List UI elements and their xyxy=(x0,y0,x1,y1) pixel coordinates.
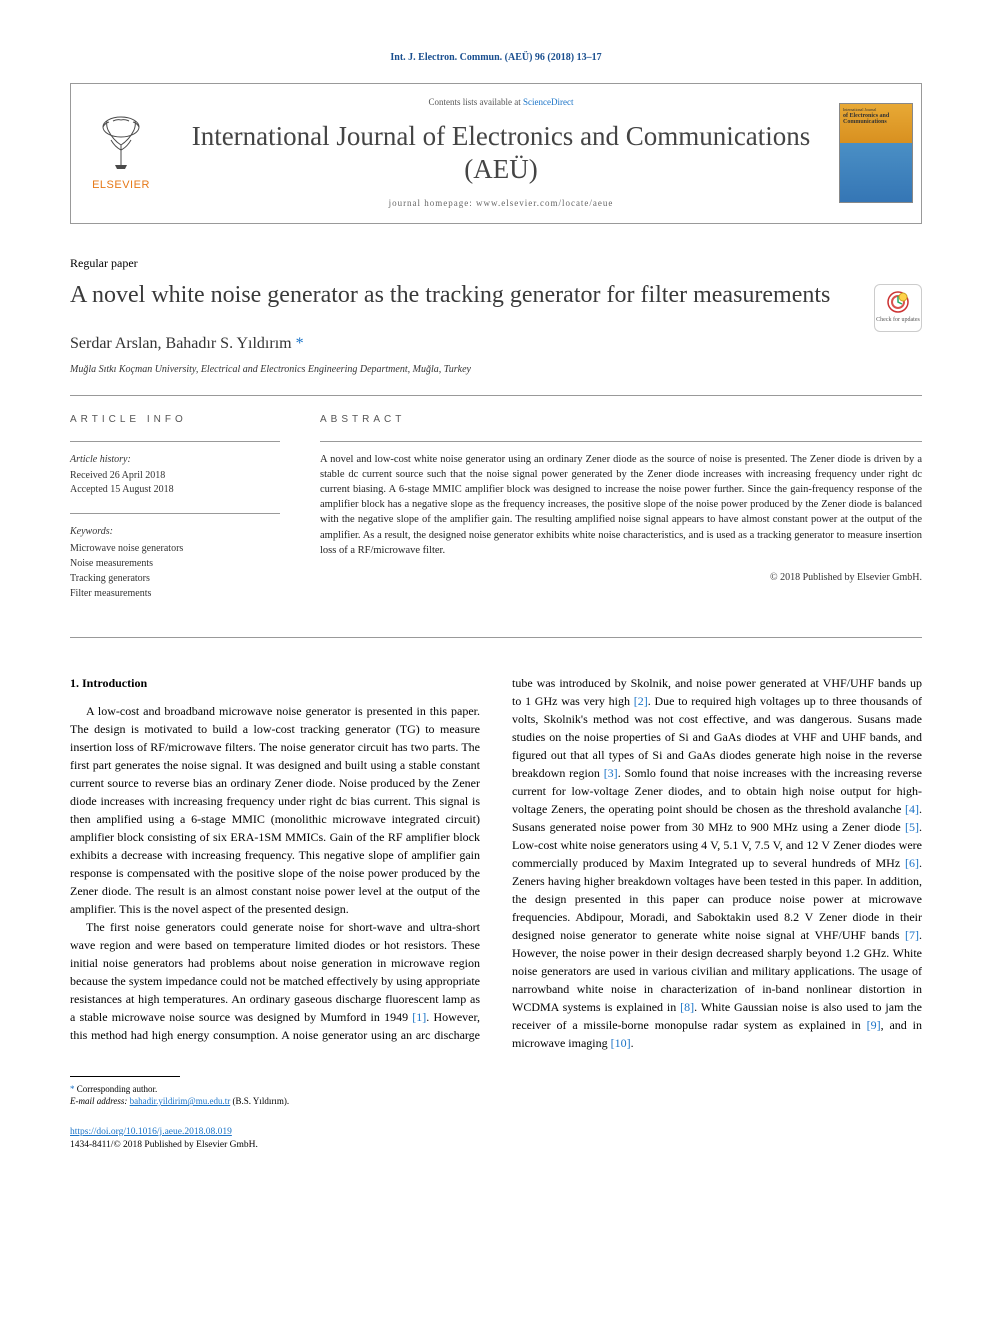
info-divider-1 xyxy=(70,441,280,442)
keyword: Filter measurements xyxy=(70,586,280,601)
updates-icon xyxy=(886,290,910,314)
citation-link[interactable]: [6] xyxy=(905,856,919,870)
info-divider-2 xyxy=(70,513,280,514)
publisher-logo-block: ELSEVIER xyxy=(71,103,171,204)
keyword: Microwave noise generators xyxy=(70,541,280,556)
divider-bottom xyxy=(70,637,922,638)
citation-link[interactable]: [8] xyxy=(680,1000,694,1014)
corresponding-author-note: * Corresponding author. xyxy=(70,1083,922,1096)
updates-label: Check for updates xyxy=(876,316,920,325)
journal-cover-block: International Journal of Electronics and… xyxy=(831,95,921,211)
footnote-separator xyxy=(70,1076,180,1077)
paper-type: Regular paper xyxy=(70,254,922,272)
keywords-heading: Keywords: xyxy=(70,524,280,539)
star-icon: * xyxy=(70,1084,77,1094)
article-info-heading: ARTICLE INFO xyxy=(70,412,280,427)
contents-available: Contents lists available at ScienceDirec… xyxy=(181,96,821,110)
issn-copyright: 1434-8411/© 2018 Published by Elsevier G… xyxy=(70,1139,922,1152)
contents-prefix: Contents lists available at xyxy=(429,97,523,107)
homepage-line: journal homepage: www.elsevier.com/locat… xyxy=(181,197,821,211)
citation-link[interactable]: [2] xyxy=(634,694,648,708)
citation-link[interactable]: [5] xyxy=(905,820,919,834)
email-label: E-mail address: xyxy=(70,1096,130,1106)
text: The first noise generators could generat… xyxy=(70,920,480,1024)
citation-link[interactable]: [9] xyxy=(867,1018,881,1032)
intro-paragraph-1: A low-cost and broadband microwave noise… xyxy=(70,702,480,918)
email-author: (B.S. Yıldırım). xyxy=(230,1096,289,1106)
header-center: Contents lists available at ScienceDirec… xyxy=(171,84,831,223)
journal-reference: Int. J. Electron. Commun. (AEÜ) 96 (2018… xyxy=(70,50,922,65)
section-heading-intro: 1. Introduction xyxy=(70,674,480,692)
footnotes: * Corresponding author. E-mail address: … xyxy=(70,1083,922,1108)
citation-link[interactable]: [4] xyxy=(905,802,919,816)
accepted-date: Accepted 15 August 2018 xyxy=(70,483,280,497)
citation-link[interactable]: [3] xyxy=(604,766,618,780)
corresponding-star-icon: * xyxy=(296,335,304,352)
abstract-heading: ABSTRACT xyxy=(320,412,922,427)
keyword: Noise measurements xyxy=(70,556,280,571)
page: Int. J. Electron. Commun. (AEÜ) 96 (2018… xyxy=(0,0,992,1192)
abstract-divider xyxy=(320,441,922,442)
history-heading: Article history: xyxy=(70,452,280,467)
copyright: © 2018 Published by Elsevier GmbH. xyxy=(320,570,922,585)
article-info-column: ARTICLE INFO Article history: Received 2… xyxy=(70,412,280,617)
abstract-text: A novel and low-cost white noise generat… xyxy=(320,452,922,559)
homepage-url: www.elsevier.com/locate/aeue xyxy=(476,198,613,208)
title-row: A novel white noise generator as the tra… xyxy=(70,280,922,332)
journal-header: ELSEVIER Contents lists available at Sci… xyxy=(70,83,922,224)
keyword: Tracking generators xyxy=(70,571,280,586)
abstract-column: ABSTRACT A novel and low-cost white nois… xyxy=(320,412,922,617)
footer-block: https://doi.org/10.1016/j.aeue.2018.08.0… xyxy=(70,1126,922,1153)
affiliation: Muğla Sıtkı Koçman University, Electrica… xyxy=(70,362,922,377)
sciencedirect-link[interactable]: ScienceDirect xyxy=(523,97,573,107)
authors: Serdar Arslan, Bahadır S. Yıldırım * xyxy=(70,332,922,356)
journal-cover-thumbnail: International Journal of Electronics and… xyxy=(839,103,913,203)
email-note: E-mail address: bahadir.yildirim@mu.edu.… xyxy=(70,1095,922,1108)
publisher-name: ELSEVIER xyxy=(92,177,150,194)
homepage-prefix: journal homepage: xyxy=(389,198,476,208)
corr-text: Corresponding author. xyxy=(77,1084,158,1094)
email-link[interactable]: bahadir.yildirim@mu.edu.tr xyxy=(130,1096,231,1106)
citation-link[interactable]: [7] xyxy=(905,928,919,942)
doi-link[interactable]: https://doi.org/10.1016/j.aeue.2018.08.0… xyxy=(70,1127,232,1137)
history-block: Article history: Received 26 April 2018 … xyxy=(70,452,280,497)
cover-text-2: of Electronics and Communications xyxy=(843,113,909,125)
received-date: Received 26 April 2018 xyxy=(70,469,280,483)
citation-link[interactable]: [10] xyxy=(611,1036,631,1050)
text: . xyxy=(631,1036,634,1050)
check-updates-badge[interactable]: Check for updates xyxy=(874,284,922,332)
meta-row: ARTICLE INFO Article history: Received 2… xyxy=(70,396,922,637)
body-columns: 1. Introduction A low-cost and broadband… xyxy=(70,674,922,1052)
paper-title: A novel white noise generator as the tra… xyxy=(70,280,854,311)
journal-title: International Journal of Electronics and… xyxy=(181,120,821,188)
authors-text: Serdar Arslan, Bahadır S. Yıldırım xyxy=(70,335,292,352)
keywords-block: Keywords: Microwave noise generators Noi… xyxy=(70,524,280,601)
citation-link[interactable]: [1] xyxy=(412,1010,426,1024)
elsevier-tree-icon xyxy=(91,113,151,173)
